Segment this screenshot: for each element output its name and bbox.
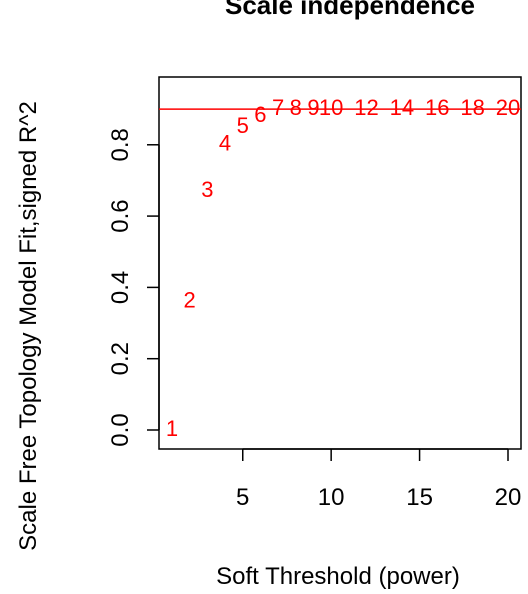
x-axis: 5 10 15 20 bbox=[236, 448, 522, 511]
x-tick-label: 15 bbox=[406, 484, 433, 511]
point-label-9: 9 bbox=[307, 95, 319, 120]
y-axis-label: Scale Free Topology Model Fit,signed R^2 bbox=[15, 101, 42, 551]
y-tick-label: 0.2 bbox=[107, 342, 134, 375]
y-tick-label: 0.8 bbox=[107, 128, 134, 161]
x-tick-label: 10 bbox=[318, 484, 345, 511]
point-label-4: 4 bbox=[219, 131, 231, 156]
y-tick-label: 0.4 bbox=[107, 271, 134, 304]
point-label-8: 8 bbox=[290, 95, 302, 120]
point-label-7: 7 bbox=[272, 95, 284, 120]
point-label-16: 16 bbox=[425, 95, 449, 120]
x-tick-label: 20 bbox=[495, 484, 522, 511]
point-label-12: 12 bbox=[354, 95, 378, 120]
point-label-5: 5 bbox=[237, 113, 249, 138]
point-label-2: 2 bbox=[184, 287, 196, 312]
chart-title: Scale independence bbox=[225, 0, 475, 20]
point-label-6: 6 bbox=[254, 102, 266, 127]
point-label-10: 10 bbox=[319, 95, 343, 120]
y-tick-label: 0.6 bbox=[107, 199, 134, 232]
plot-area-border bbox=[158, 76, 522, 450]
x-tick-label: 5 bbox=[236, 484, 249, 511]
y-axis: 0.0 0.2 0.4 0.6 0.8 bbox=[107, 128, 160, 447]
x-axis-label: Soft Threshold (power) bbox=[216, 563, 460, 590]
point-label-14: 14 bbox=[390, 95, 414, 120]
point-label-18: 18 bbox=[460, 95, 484, 120]
point-label-20: 20 bbox=[496, 95, 520, 120]
y-tick-label: 0.0 bbox=[107, 413, 134, 446]
point-label-1: 1 bbox=[166, 416, 178, 441]
point-label-3: 3 bbox=[201, 177, 213, 202]
